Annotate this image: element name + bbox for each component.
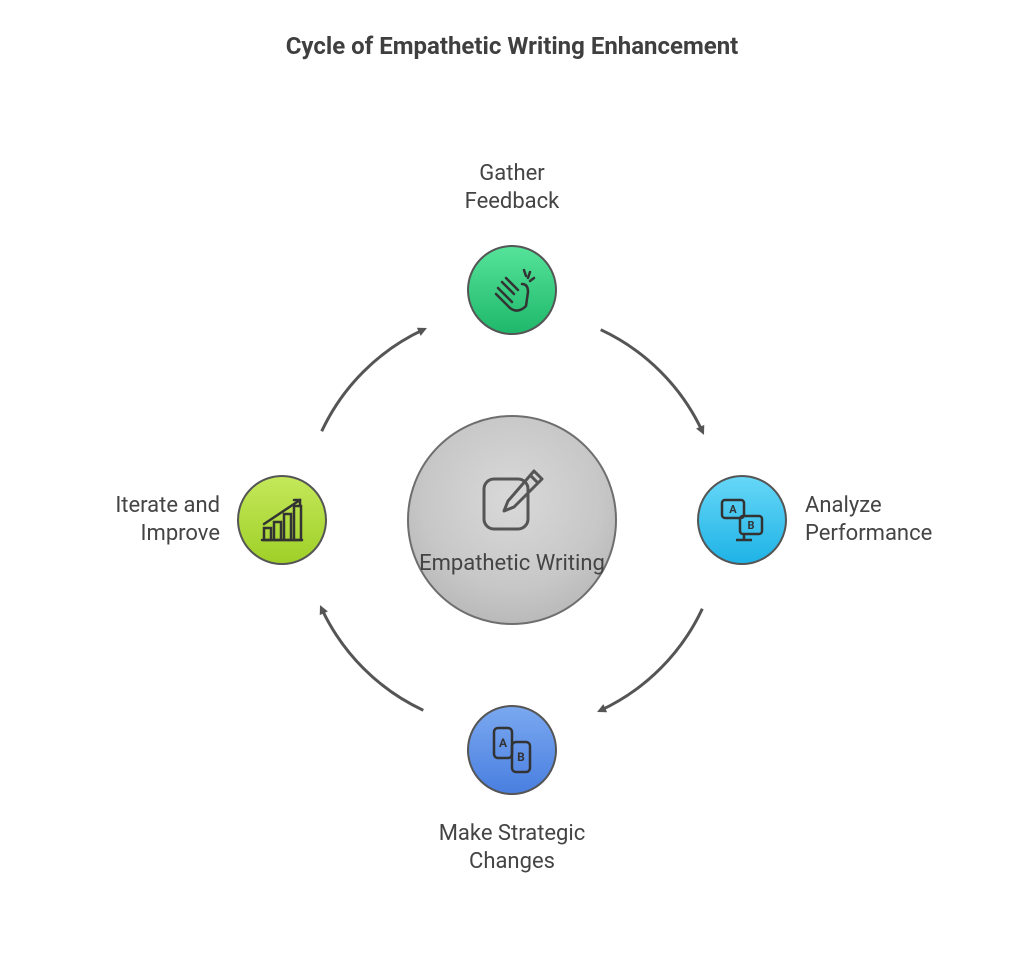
node-iterate-and-improve — [237, 475, 327, 565]
label-gather-feedback: Gather Feedback — [422, 160, 602, 215]
diagram-title: Cycle of Empathetic Writing Enhancement — [0, 32, 1024, 60]
ab-monitors-icon: A B — [714, 492, 770, 548]
label-make-strategic-changes: Make Strategic Changes — [422, 820, 602, 875]
cycle-arrow — [322, 609, 424, 711]
svg-text:B: B — [517, 750, 525, 764]
cycle-arrow — [601, 330, 703, 432]
growth-chart-icon — [254, 492, 310, 548]
svg-text:B: B — [747, 519, 754, 532]
ab-phones-icon: A B — [484, 722, 540, 778]
label-iterate-and-improve: Iterate and Improve — [40, 492, 220, 547]
diagram-container: Cycle of Empathetic Writing Enhancement … — [0, 0, 1024, 976]
svg-text:A: A — [729, 503, 737, 516]
pencil-note-icon — [472, 463, 552, 543]
svg-text:A: A — [499, 736, 508, 750]
node-gather-feedback — [467, 245, 557, 335]
node-make-strategic-changes: A B — [467, 705, 557, 795]
center-label: Empathetic Writing — [419, 551, 605, 577]
center-node: Empathetic Writing — [407, 415, 617, 625]
clapping-hands-icon — [484, 262, 540, 318]
cycle-arrow — [601, 609, 703, 711]
node-analyze-performance: A B — [697, 475, 787, 565]
cycle-arrow — [322, 330, 424, 432]
label-analyze-performance: Analyze Performance — [805, 492, 985, 547]
